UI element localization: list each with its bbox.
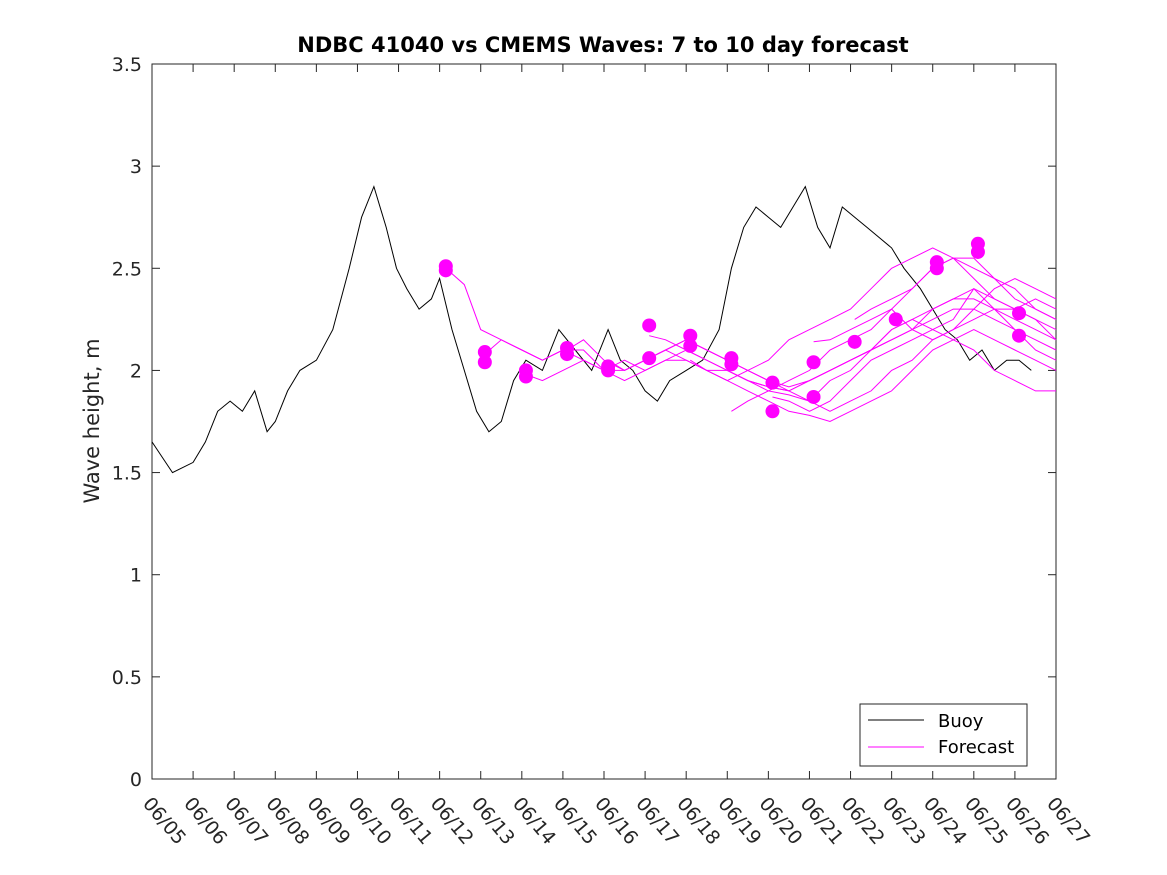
y-axis-label: Wave height, m — [80, 338, 104, 503]
forecast-start-marker — [806, 355, 821, 370]
y-tick-label: 0 — [130, 769, 142, 791]
forecast-start-marker — [806, 389, 821, 404]
forecast-start-marker — [683, 328, 698, 343]
y-tick-label: 3.5 — [112, 54, 142, 76]
forecast-start-marker — [477, 355, 492, 370]
forecast-start-marker — [970, 244, 985, 259]
y-tick-label: 1.5 — [112, 463, 142, 485]
forecast-start-marker — [642, 351, 657, 366]
forecast-start-marker — [765, 375, 780, 390]
forecast-series-line — [772, 288, 1057, 412]
forecast-series-line — [854, 257, 1057, 320]
legend-buoy-label: Buoy — [938, 711, 984, 732]
forecast-start-marker — [518, 369, 533, 384]
forecast-start-marker — [888, 312, 903, 327]
y-tick-label: 1 — [130, 565, 142, 587]
forecast-start-marker — [560, 347, 575, 362]
forecast-start-marker — [438, 263, 453, 278]
forecast-start-marker — [1012, 328, 1027, 343]
forecast-start-marker — [642, 318, 657, 333]
forecast-start-marker — [477, 345, 492, 360]
forecast-series-line — [690, 329, 1057, 423]
forecast-start-marker — [765, 404, 780, 419]
forecast-series-line — [649, 308, 1057, 392]
forecast-start-marker — [1012, 306, 1027, 321]
legend: Buoy Forecast — [859, 703, 1028, 767]
forecast-start-marker — [847, 334, 862, 349]
buoy-series-line — [151, 185, 1032, 474]
forecast-start-marker — [683, 338, 698, 353]
y-tick-label: 3 — [130, 156, 142, 178]
forecast-start-marker — [929, 261, 944, 276]
forecast-series-line — [731, 298, 1057, 412]
forecast-series-line — [813, 277, 1057, 343]
forecast-start-marker — [724, 357, 739, 372]
y-tick-label: 0.5 — [112, 667, 142, 689]
chart-title: NDBC 41040 vs CMEMS Waves: 7 to 10 day f… — [297, 33, 908, 57]
y-tick-label: 2 — [130, 360, 142, 382]
y-tick-label: 2.5 — [112, 258, 142, 280]
forecast-start-marker — [601, 363, 616, 378]
legend-forecast-label: Forecast — [938, 737, 1014, 758]
legend-box — [859, 703, 1028, 767]
